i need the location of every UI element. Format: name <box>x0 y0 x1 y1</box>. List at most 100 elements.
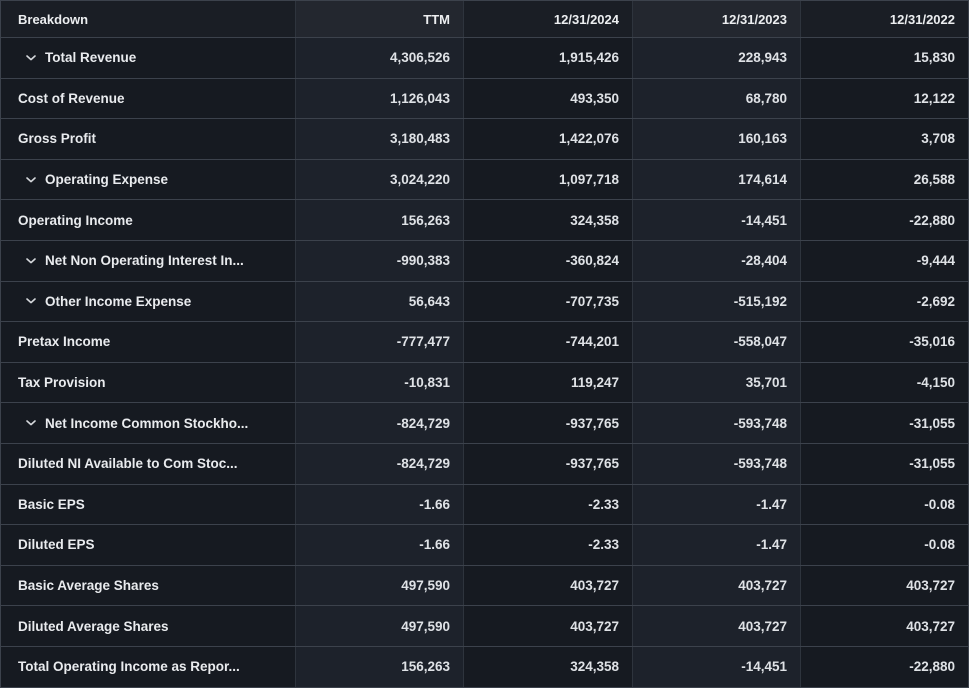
row-label-cell: Operating Income <box>1 200 295 240</box>
value-cell: -31,055 <box>800 403 968 443</box>
value-cell: 324,358 <box>463 646 632 687</box>
table-row: Diluted EPS -1.66 -2.33 -1.47 -0.08 <box>1 525 968 566</box>
value-cell: 156,263 <box>295 200 463 240</box>
value-cell: -1.47 <box>632 525 800 565</box>
value-cell: 15,830 <box>800 38 968 78</box>
row-label: Total Revenue <box>45 50 137 66</box>
table-row: Pretax Income -777,477 -744,201 -558,047 -35… <box>1 322 968 363</box>
value-cell: 26,588 <box>800 159 968 200</box>
chevron-down-icon[interactable] <box>26 54 36 61</box>
value-cell: -4,150 <box>800 362 968 403</box>
row-label-cell: Cost of Revenue <box>1 78 295 119</box>
value-cell: 403,727 <box>463 565 632 606</box>
value-cell: -14,451 <box>632 200 800 240</box>
value-cell: 403,727 <box>632 606 800 646</box>
table-row: Operating Income 156,263 324,358 -14,451 -22… <box>1 200 968 241</box>
row-label-cell: Tax Provision <box>1 362 295 403</box>
chevron-down-icon[interactable] <box>26 257 36 264</box>
value-cell: -937,765 <box>463 443 632 484</box>
value-cell: -558,047 <box>632 322 800 362</box>
row-label-cell: Diluted EPS <box>1 525 295 565</box>
chevron-down-icon[interactable] <box>26 420 36 426</box>
value-cell: 493,350 <box>463 78 632 119</box>
value-cell: -707,735 <box>463 281 632 322</box>
row-label: Diluted EPS <box>18 537 95 553</box>
value-cell: -2,692 <box>800 281 968 322</box>
value-cell: 497,590 <box>295 606 463 646</box>
value-cell: 68,780 <box>632 78 800 119</box>
value-cell: 156,263 <box>295 646 463 687</box>
header-cell-2024: 12/31/2024 <box>463 1 632 37</box>
row-label: Net Non Operating Interest In... <box>45 253 244 269</box>
value-cell: -824,729 <box>295 443 463 484</box>
row-label: Basic EPS <box>18 496 85 512</box>
row-label-cell[interactable]: Total Revenue <box>1 38 295 78</box>
value-cell: -937,765 <box>463 403 632 443</box>
value-cell: -824,729 <box>295 403 463 443</box>
value-cell: -28,404 <box>632 240 800 281</box>
value-cell: -1.66 <box>295 525 463 565</box>
value-cell: -744,201 <box>463 322 632 362</box>
value-cell: -1.47 <box>632 484 800 525</box>
row-label-cell: Total Operating Income as Repor... <box>1 646 295 687</box>
value-cell: 403,727 <box>800 606 968 646</box>
value-cell: 1,097,718 <box>463 159 632 200</box>
row-label-cell[interactable]: Net Non Operating Interest In... <box>1 240 295 281</box>
row-label-cell: Basic EPS <box>1 484 295 525</box>
value-cell: -360,824 <box>463 240 632 281</box>
table-row: Net Income Common Stockho... -824,729 -937… <box>1 403 968 444</box>
chevron-down-icon[interactable] <box>26 176 36 183</box>
header-cell-2022: 12/31/2022 <box>800 1 968 37</box>
value-cell: -593,748 <box>632 403 800 443</box>
row-label-cell[interactable]: Other Income Expense <box>1 281 295 322</box>
header-cell-breakdown: Breakdown <box>1 1 295 37</box>
value-cell: -22,880 <box>800 200 968 240</box>
value-cell: 1,915,426 <box>463 38 632 78</box>
header-cell-2023: 12/31/2023 <box>632 1 800 37</box>
table-row: Basic EPS -1.66 -2.33 -1.47 -0.08 <box>1 484 968 526</box>
value-cell: 324,358 <box>463 200 632 240</box>
value-cell: 1,126,043 <box>295 78 463 119</box>
table-row: Other Income Expense 56,643 -707,735 -515,1… <box>1 281 968 323</box>
value-cell: 403,727 <box>632 565 800 606</box>
table-header-row: Breakdown TTM 12/31/2024 12/31/2023 12/3… <box>1 1 968 38</box>
table-row: Tax Provision -10,831 119,247 35,701 -4,150 <box>1 362 968 404</box>
row-label: Total Operating Income as Repor... <box>18 659 240 675</box>
table-row: Diluted NI Available to Com Stoc... -824,… <box>1 443 968 485</box>
table-row: Gross Profit 3,180,483 1,422,076 160,163 3,7… <box>1 119 968 160</box>
row-label: Net Income Common Stockho... <box>45 415 249 431</box>
table-row: Operating Expense 3,024,220 1,097,718 174,6… <box>1 159 968 201</box>
row-label-cell: Basic Average Shares <box>1 565 295 606</box>
row-label: Pretax Income <box>18 334 111 350</box>
row-label: Operating Expense <box>45 172 169 188</box>
table-body: Total Revenue 4,306,526 1,915,426 228,943 15… <box>1 38 968 688</box>
row-label-cell: Pretax Income <box>1 322 295 362</box>
value-cell: -31,055 <box>800 443 968 484</box>
value-cell: -35,016 <box>800 322 968 362</box>
value-cell: 174,614 <box>632 159 800 200</box>
value-cell: 403,727 <box>800 565 968 606</box>
chevron-down-icon[interactable] <box>26 298 36 304</box>
value-cell: 228,943 <box>632 38 800 78</box>
row-label-cell[interactable]: Net Income Common Stockho... <box>1 403 295 443</box>
row-label: Diluted NI Available to Com Stoc... <box>18 456 238 472</box>
value-cell: -990,383 <box>295 240 463 281</box>
value-cell: 3,024,220 <box>295 159 463 200</box>
row-label: Basic Average Shares <box>18 578 159 594</box>
value-cell: 35,701 <box>632 362 800 403</box>
table-row: Net Non Operating Interest In... -990,383… <box>1 240 968 282</box>
row-label: Other Income Expense <box>45 293 192 309</box>
row-label-cell[interactable]: Operating Expense <box>1 159 295 200</box>
value-cell: 497,590 <box>295 565 463 606</box>
value-cell: -593,748 <box>632 443 800 484</box>
row-label: Gross Profit <box>18 131 97 147</box>
value-cell: -9,444 <box>800 240 968 281</box>
row-label-cell: Diluted NI Available to Com Stoc... <box>1 443 295 484</box>
table-row: Diluted Average Shares 497,590 403,727 403,… <box>1 606 968 647</box>
value-cell: 56,643 <box>295 281 463 322</box>
table-row: Total Operating Income as Repor... 156,26… <box>1 646 968 688</box>
value-cell: -515,192 <box>632 281 800 322</box>
row-label: Tax Provision <box>18 375 106 391</box>
table-row: Basic Average Shares 497,590 403,727 403,72… <box>1 565 968 607</box>
